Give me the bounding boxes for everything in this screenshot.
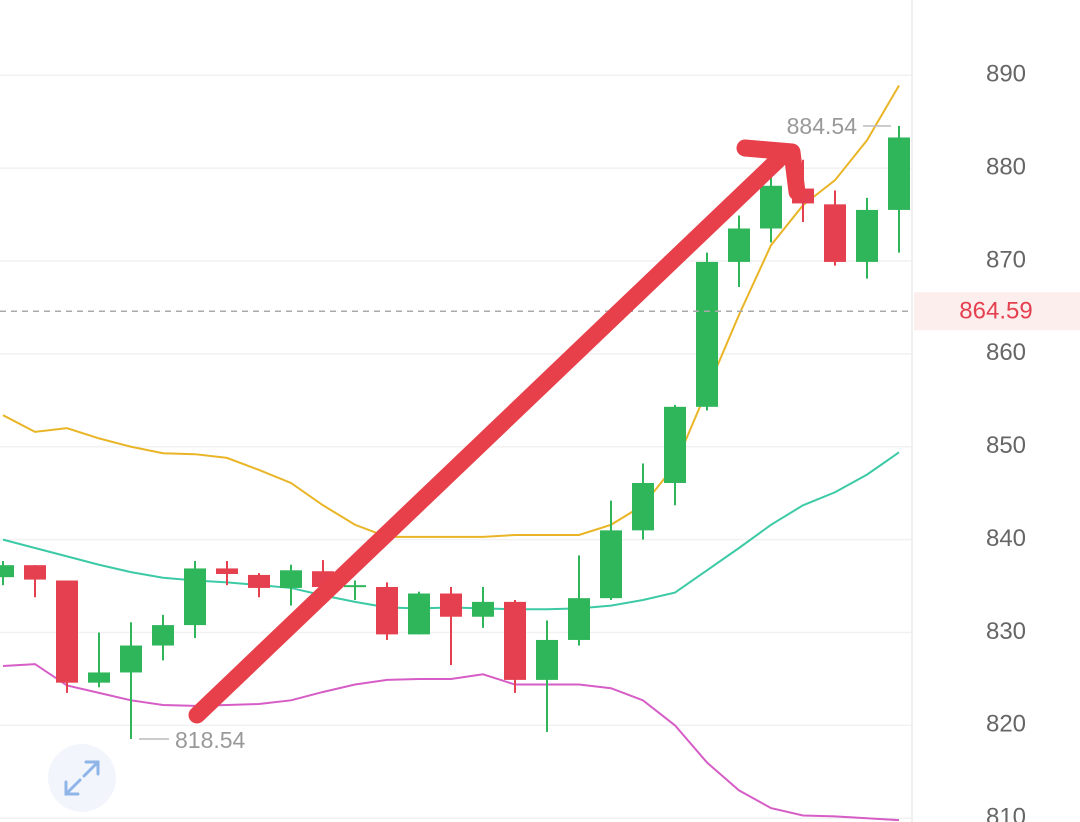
arrow-shaft [188,151,787,724]
y-tick-label: 860 [986,339,1026,366]
indicator-line [2,663,900,822]
candle-body [344,585,366,588]
candle-body [88,672,110,683]
y-tick-label: 820 [986,711,1026,738]
candle-body [248,574,270,588]
y-tick-label: 880 [986,153,1026,180]
candle-body [888,137,910,210]
candle-body [728,228,750,262]
trend-arrow [188,139,806,724]
candle-body [856,209,878,262]
candle-body [600,530,622,599]
candle-body [184,568,206,626]
candle-body [760,185,782,229]
arrow-head [736,139,806,201]
candle-body [152,625,174,646]
y-tick-label: 850 [986,432,1026,459]
candle-body [824,204,846,262]
candle-body [536,639,558,680]
candle-body [632,482,654,531]
candle-body [376,587,398,635]
y-tick-label: 840 [986,525,1026,552]
expand-icon[interactable] [64,760,100,796]
y-tick-label: 890 [986,61,1026,88]
y-tick-label: 830 [986,618,1026,645]
candle-body [440,593,462,617]
y-tick-label: 870 [986,246,1026,273]
candle-body [216,568,238,575]
candle-body [408,593,430,635]
candle-body [24,565,46,580]
candle-body [568,598,590,640]
max-label: 884.54 [787,113,858,139]
candle-body [120,645,142,673]
expand-button[interactable] [48,744,116,812]
candle-body [696,261,718,407]
min-label: 818.54 [175,727,246,753]
candle-body [472,601,494,617]
candle-body [0,565,14,578]
candle-body [664,406,686,483]
indicator-line [2,84,900,538]
candle-body [504,601,526,680]
candle-body [280,570,302,588]
candles [0,125,910,739]
last-price-label: 864.59 [959,298,1032,325]
candle-body [56,580,78,683]
last-price-box [914,292,1080,331]
expand-bg[interactable] [48,744,116,812]
labels: 810 820 830 840 850 860 870 880 890 884.54 818.54 8… [0,61,1080,822]
y-tick-label: 810 [986,804,1026,822]
